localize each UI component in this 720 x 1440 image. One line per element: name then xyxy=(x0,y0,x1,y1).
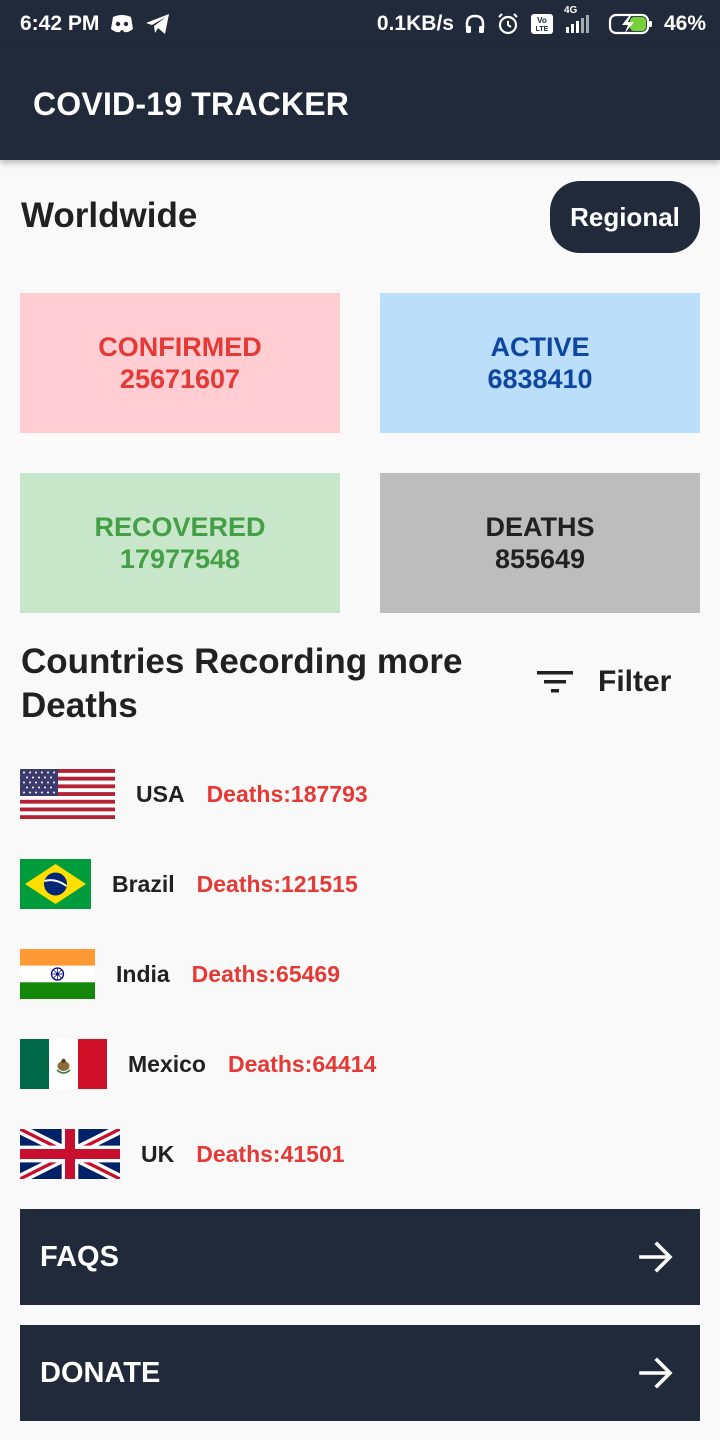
country-deaths: Deaths:65469 xyxy=(191,960,340,987)
india-flag-icon xyxy=(20,949,95,999)
svg-text:Vo: Vo xyxy=(537,16,547,25)
country-deaths: Deaths:187793 xyxy=(206,780,368,807)
headphones-icon xyxy=(464,13,486,35)
country-name: UK xyxy=(141,1140,175,1167)
confirmed-card: CONFIRMED 25671607 xyxy=(20,293,340,433)
telegram-icon xyxy=(145,13,171,35)
country-row-uk[interactable]: UK Deaths:41501 xyxy=(20,1128,345,1180)
filter-icon xyxy=(536,668,574,696)
usa-flag-icon xyxy=(20,769,115,819)
confirmed-value: 25671607 xyxy=(119,364,241,394)
filter-button[interactable]: Filter xyxy=(536,660,671,704)
arrow-right-icon xyxy=(638,1355,674,1391)
brazil-flag-icon xyxy=(20,859,91,909)
country-name: Brazil xyxy=(112,870,175,897)
active-value: 6838410 xyxy=(487,364,593,394)
regional-button[interactable]: Regional xyxy=(550,181,700,253)
country-row-brazil[interactable]: Brazil Deaths:121515 xyxy=(20,858,358,910)
country-deaths: Deaths:64414 xyxy=(227,1050,377,1077)
country-name: Mexico xyxy=(128,1050,206,1077)
arrow-right-icon xyxy=(638,1239,674,1275)
signal-icon: 4G xyxy=(564,5,598,35)
deaths-card: DEATHS 855649 xyxy=(380,473,700,613)
deaths-label: DEATHS xyxy=(485,512,595,542)
faqs-button[interactable]: FAQS xyxy=(20,1209,700,1305)
alarm-icon xyxy=(496,12,520,36)
status-left: 6:42 PM xyxy=(20,12,171,36)
discord-icon xyxy=(109,13,135,35)
country-name: USA xyxy=(136,780,185,807)
status-right: 0.1KB/s Vo LTE 4G xyxy=(376,5,706,36)
country-row-usa[interactable]: USA Deaths:187793 xyxy=(20,768,368,820)
donate-label: DONATE xyxy=(40,1356,161,1389)
faqs-label: FAQS xyxy=(40,1240,119,1273)
deaths-value: 855649 xyxy=(494,544,586,574)
country-deaths: Deaths:121515 xyxy=(196,870,358,897)
recovered-label: RECOVERED xyxy=(94,512,266,542)
confirmed-label: CONFIRMED xyxy=(98,332,262,362)
app-bar: COVID-19 TRACKER xyxy=(0,48,720,160)
country-deaths: Deaths:41501 xyxy=(196,1140,345,1167)
mexico-flag-icon xyxy=(20,1039,107,1089)
svg-text:LTE: LTE xyxy=(536,26,549,33)
volte-icon: Vo LTE xyxy=(530,13,554,35)
filter-label: Filter xyxy=(598,665,672,698)
active-card: ACTIVE 6838410 xyxy=(380,293,700,433)
status-time: 6:42 PM xyxy=(20,12,100,35)
app-title: COVID-19 TRACKER xyxy=(33,85,350,122)
country-name: India xyxy=(116,960,170,987)
recovered-card: RECOVERED 17977548 xyxy=(20,473,340,613)
network-speed: 0.1KB/s xyxy=(376,12,454,35)
country-row-india[interactable]: India Deaths:65469 xyxy=(20,948,340,1000)
country-row-mexico[interactable]: Mexico Deaths:64414 xyxy=(20,1038,376,1090)
uk-flag-icon xyxy=(20,1129,120,1179)
active-label: ACTIVE xyxy=(490,332,590,362)
countries-title: Countries Recording more Deaths xyxy=(21,642,463,725)
network-type: 4G xyxy=(563,5,578,16)
worldwide-title: Worldwide xyxy=(21,196,198,235)
battery-level: 46% xyxy=(663,12,706,35)
recovered-value: 17977548 xyxy=(119,544,241,574)
donate-button[interactable]: DONATE xyxy=(20,1325,700,1421)
status-bar: 6:42 PM 0.1KB/s xyxy=(0,0,720,48)
battery-charging-icon xyxy=(608,12,654,36)
